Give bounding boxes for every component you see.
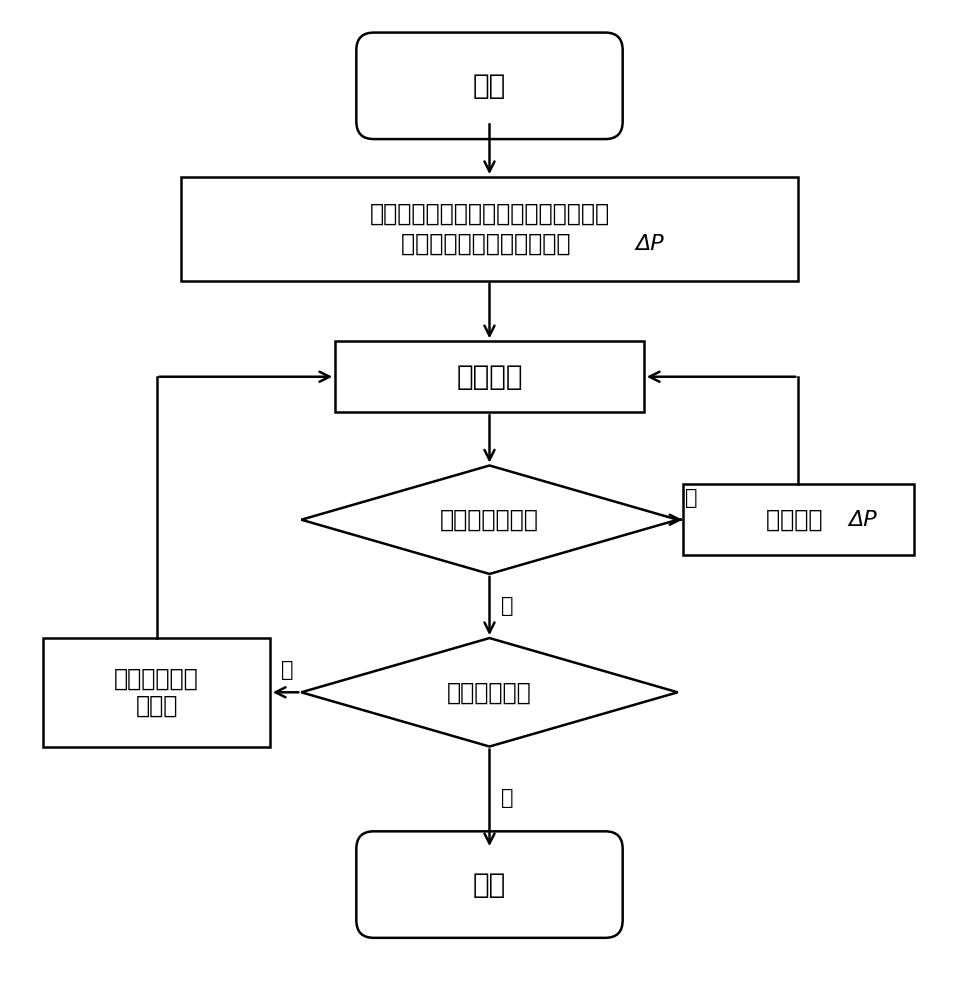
Text: 否: 否: [281, 660, 293, 680]
Bar: [334, 341, 644, 412]
Text: 结束: 结束: [472, 871, 506, 899]
Bar: [682, 484, 913, 555]
FancyBboxPatch shape: [356, 831, 622, 938]
Bar: [181, 177, 797, 281]
FancyBboxPatch shape: [356, 33, 622, 139]
Polygon shape: [301, 465, 677, 574]
Text: 对材料性能进
行折减: 对材料性能进 行折减: [114, 666, 199, 718]
Text: ΔP: ΔP: [635, 234, 664, 254]
Text: 否: 否: [685, 488, 697, 508]
Bar: [43, 638, 270, 747]
Polygon shape: [301, 638, 677, 747]
Text: 是: 是: [501, 596, 513, 616]
Text: 应力计算: 应力计算: [456, 363, 522, 391]
Text: 开始: 开始: [472, 72, 506, 100]
Text: 条件、初始载荷、载荷增量: 条件、初始载荷、载荷增量: [401, 232, 577, 256]
Text: 建立有限元模型并输入材料属性、边界: 建立有限元模型并输入材料属性、边界: [369, 202, 609, 226]
Text: 是: 是: [501, 788, 513, 808]
Text: 载荷增加: 载荷增加: [766, 508, 829, 532]
Text: ΔP: ΔP: [848, 510, 876, 530]
Text: 最终失效判断: 最终失效判断: [447, 680, 531, 704]
Text: 单元点失效判断: 单元点失效判断: [440, 508, 538, 532]
